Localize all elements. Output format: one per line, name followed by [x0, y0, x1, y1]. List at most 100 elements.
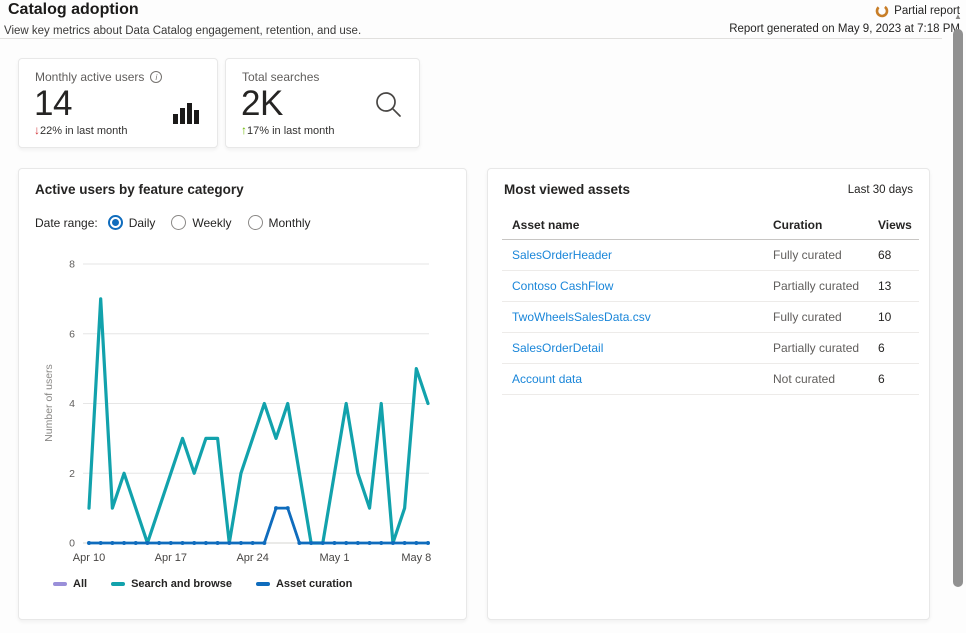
chart-marker-asset-curation	[122, 541, 127, 545]
bar-chart-icon	[173, 103, 199, 124]
chart-marker-asset-curation	[168, 541, 173, 545]
table-row: TwoWheelsSalesData.csv Fully curated 10	[502, 302, 919, 333]
legend-item-asset-curation[interactable]: Asset curation	[255, 578, 352, 590]
radio-button[interactable]	[107, 215, 123, 230]
chart-legend: All Search and browse Asset curation	[53, 578, 352, 590]
scroll-up-arrow-icon[interactable]: ▲	[954, 12, 962, 21]
asset-link-salesorderheader[interactable]: SalesOrderHeader	[512, 248, 613, 262]
header-divider	[0, 38, 942, 39]
legend-swatch-icon	[111, 582, 126, 586]
views-value: 6	[878, 341, 885, 355]
page-subtitle: View key metrics about Data Catalog enga…	[4, 25, 362, 37]
table-row: SalesOrderHeader Fully curated 68	[502, 240, 919, 271]
chart-marker-asset-curation	[192, 541, 197, 545]
y-tick-label: 8	[69, 259, 75, 271]
table-row: Account data Not curated 6	[502, 364, 919, 395]
chart-marker-asset-curation	[250, 541, 255, 545]
delta-text: ↓22% in last month	[34, 123, 127, 137]
panel-most-viewed-assets: Most viewed assets Last 30 days Asset na…	[487, 168, 930, 620]
up-arrow-icon: ↑	[241, 123, 247, 137]
feature-usage-line-chart: 0 2 4 6 8 Number of users Apr 10 Apr 17 Apr 24 Ma…	[43, 259, 431, 565]
asset-link-account-data[interactable]: Account data	[512, 372, 583, 386]
y-tick-label: 2	[69, 468, 75, 480]
card-label: Monthly active users i	[35, 70, 163, 84]
chart-marker-asset-curation	[98, 541, 103, 545]
radio-button[interactable]	[171, 215, 187, 230]
chart-marker-asset-curation	[285, 506, 290, 511]
search-icon	[376, 92, 401, 117]
table-body: SalesOrderHeader Fully curated 68 Contoso C…	[502, 240, 919, 395]
date-range-radio-group: Daily Weekly Monthly	[107, 215, 311, 230]
y-axis-label: Number of users	[43, 364, 55, 442]
asset-link-twowheelssalesdata-csv[interactable]: TwoWheelsSalesData.csv	[512, 310, 651, 324]
col-header-asset-name: Asset name	[512, 218, 580, 232]
chart-marker-asset-curation	[320, 541, 325, 545]
legend-swatch-icon	[255, 582, 270, 586]
x-tick-label: May 1	[319, 552, 349, 564]
legend-item-search-and-browse[interactable]: Search and browse	[111, 578, 232, 590]
card-total-searches: Total searches 2K ↑17% in last month	[225, 58, 420, 148]
delta-value: 17% in last month	[247, 125, 335, 137]
page-title: Catalog adoption	[8, 1, 139, 18]
x-tick-label: Apr 10	[73, 552, 105, 564]
table-header-row: Asset name Curation Views	[502, 211, 919, 240]
chart-marker-asset-curation	[402, 541, 407, 545]
card-label-text: Total searches	[242, 70, 320, 84]
partial-report-badge: Partial report	[875, 4, 960, 18]
assets-panel-title: Most viewed assets	[504, 182, 631, 197]
radio-monthly[interactable]: Monthly	[247, 215, 311, 230]
radio-daily[interactable]: Daily	[107, 215, 156, 230]
curation-label: Partially curated	[773, 279, 860, 293]
curation-label: Fully curated	[773, 310, 842, 324]
chart-marker-asset-curation	[133, 541, 138, 545]
col-header-views: Views	[878, 218, 912, 232]
card-label: Total searches	[242, 70, 319, 84]
chart-marker-asset-curation	[309, 541, 314, 545]
chart-marker-asset-curation	[262, 541, 267, 545]
table-row: SalesOrderDetail Partially curated 6	[502, 333, 919, 364]
radio-label: Daily	[128, 215, 156, 230]
y-tick-label: 0	[69, 538, 75, 550]
chart-panel-title: Active users by feature category	[35, 182, 244, 197]
chart-marker-asset-curation	[274, 506, 279, 511]
radio-label: Monthly	[268, 215, 311, 230]
views-value: 6	[878, 372, 885, 386]
date-range-control: Date range: Daily Weekly Monthly	[35, 215, 311, 230]
delta-value: 22% in last month	[40, 125, 128, 137]
chart-marker-asset-curation	[145, 541, 150, 545]
x-tick-label: Apr 24	[236, 552, 268, 564]
legend-label: All	[73, 578, 88, 590]
delta-text: ↑17% in last month	[241, 123, 334, 137]
scrollbar-thumb[interactable]	[953, 29, 963, 587]
y-tick-label: 6	[69, 328, 75, 340]
chart-line-search-and-browse	[87, 297, 430, 545]
chart-marker-asset-curation	[110, 541, 115, 545]
asset-link-contoso-cashflow[interactable]: Contoso CashFlow	[512, 279, 614, 293]
col-header-curation: Curation	[773, 218, 823, 232]
chart-marker-asset-curation	[87, 541, 91, 545]
chart-marker-asset-curation	[367, 541, 372, 545]
chart-marker-asset-curation	[414, 541, 419, 545]
info-icon[interactable]: i	[150, 71, 163, 83]
chart-marker-asset-curation	[203, 541, 208, 545]
curation-label: Not curated	[773, 372, 836, 386]
monthly-active-users-value: 14	[34, 84, 72, 123]
chart-marker-asset-curation	[426, 541, 430, 545]
asset-link-salesorderdetail[interactable]: SalesOrderDetail	[512, 341, 604, 355]
legend-label: Search and browse	[131, 578, 232, 590]
report-generated-text: Report generated on May 9, 2023 at 7:18 …	[729, 23, 960, 35]
views-value: 68	[878, 248, 892, 262]
legend-swatch-icon	[53, 582, 67, 586]
chart-marker-asset-curation	[355, 541, 360, 545]
period-label: Last 30 days	[847, 184, 913, 196]
radio-button[interactable]	[247, 215, 263, 230]
radio-weekly[interactable]: Weekly	[171, 215, 232, 230]
assets-table: Asset name Curation Views SalesOrderHead…	[502, 211, 919, 395]
curation-label: Partially curated	[773, 341, 860, 355]
panel-active-users-by-feature: Active users by feature category Date ra…	[18, 168, 467, 620]
chart-marker-asset-curation	[297, 541, 302, 545]
views-value: 10	[878, 310, 892, 324]
chart-marker-asset-curation	[379, 541, 384, 545]
legend-item-all[interactable]: All	[53, 578, 87, 590]
x-tick-label: Apr 17	[155, 552, 187, 564]
